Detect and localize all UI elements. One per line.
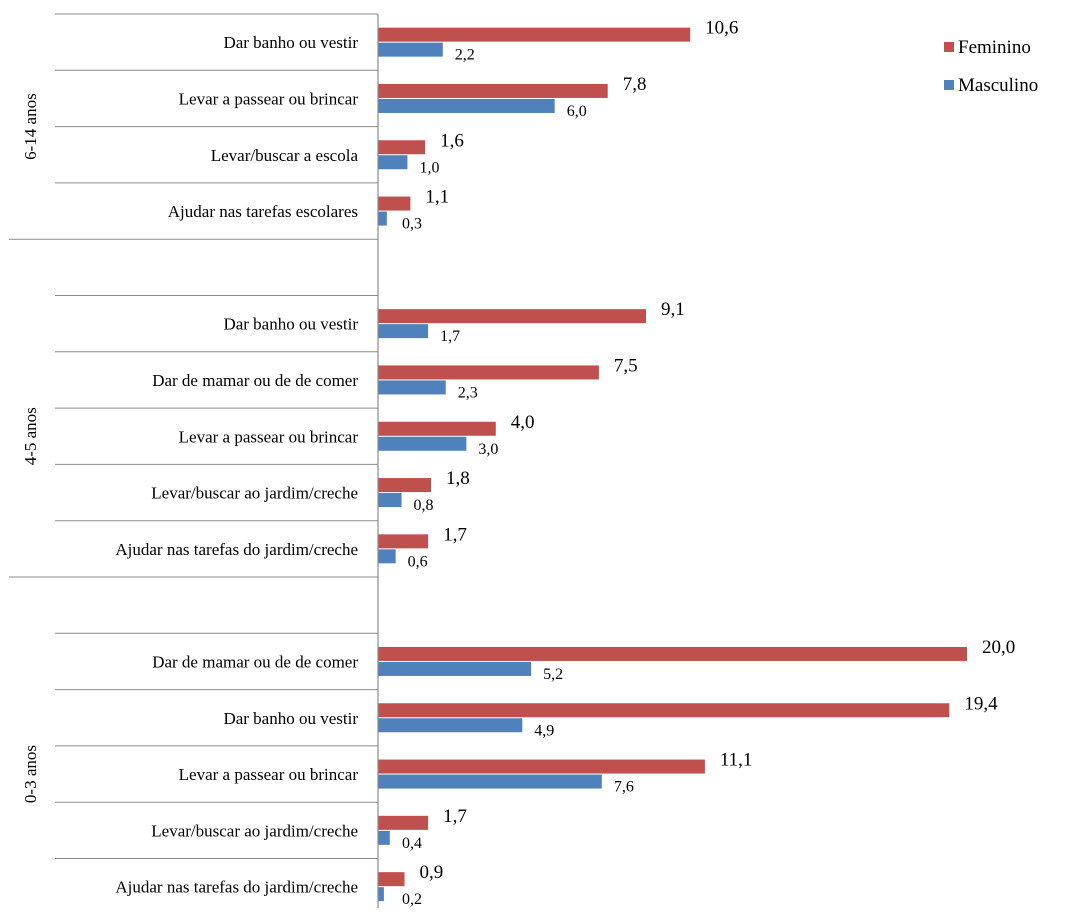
- data-label-masculino: 1,7: [440, 328, 460, 345]
- data-label-feminino: 4,0: [511, 412, 535, 433]
- group-label: 4-5 anos: [21, 407, 40, 465]
- data-label-masculino: 0,8: [414, 497, 434, 514]
- bar-feminino: [378, 534, 429, 549]
- data-label-masculino: 0,6: [408, 553, 428, 570]
- bar-feminino: [378, 815, 429, 830]
- data-label-feminino: 7,5: [614, 355, 638, 376]
- data-label-feminino: 1,8: [446, 468, 470, 489]
- bar-masculino: [378, 155, 408, 170]
- data-label-feminino: 9,1: [661, 299, 685, 320]
- data-label-feminino: 10,6: [705, 18, 738, 39]
- bar-feminino: [378, 196, 411, 211]
- data-label-masculino: 5,2: [543, 666, 563, 683]
- bar-masculino: [378, 718, 523, 733]
- legend-swatch-feminino: [944, 42, 954, 52]
- category-label: Ajudar nas tarefas escolares: [168, 202, 358, 221]
- bar-feminino: [378, 478, 432, 493]
- data-label-feminino: 1,7: [443, 524, 467, 545]
- data-label-feminino: 1,7: [443, 806, 467, 827]
- data-label-feminino: 7,8: [623, 74, 647, 95]
- bar-feminino: [378, 83, 608, 98]
- category-label: Dar banho ou vestir: [223, 315, 358, 334]
- data-label-feminino: 19,4: [964, 693, 998, 714]
- category-label: Levar/buscar ao jardim/creche: [151, 484, 358, 503]
- bar-masculino: [378, 42, 443, 57]
- data-label-masculino: 7,6: [614, 779, 634, 796]
- bar-masculino: [378, 830, 390, 845]
- data-label-feminino: 11,1: [720, 750, 753, 771]
- legend-label-masculino: Masculino: [958, 75, 1038, 96]
- category-label: Dar de mamar ou de de comer: [152, 652, 358, 671]
- data-label-masculino: 2,3: [458, 384, 478, 401]
- category-label: Ajudar nas tarefas do jardim/creche: [115, 878, 358, 897]
- legend-label-feminino: Feminino: [958, 37, 1031, 58]
- data-label-feminino: 1,6: [440, 130, 464, 151]
- bar-feminino: [378, 872, 405, 887]
- bar-masculino: [378, 549, 396, 564]
- data-label-masculino: 0,4: [402, 835, 422, 852]
- category-label: Levar a passear ou brincar: [179, 89, 359, 108]
- bar-feminino: [378, 309, 646, 324]
- bar-feminino: [378, 703, 950, 718]
- data-label-masculino: 3,0: [478, 441, 498, 458]
- data-label-feminino: 1,1: [425, 187, 449, 208]
- data-label-masculino: 4,9: [534, 722, 554, 739]
- bar-feminino: [378, 140, 426, 155]
- bar-masculino: [378, 324, 429, 339]
- group-label: 0-3 anos: [21, 745, 40, 803]
- bar-masculino: [378, 774, 602, 789]
- bar-masculino: [378, 98, 555, 113]
- category-label: Dar de mamar ou de de comer: [152, 371, 358, 390]
- bar-masculino: [378, 887, 384, 902]
- bar-masculino: [378, 380, 446, 395]
- data-label-masculino: 0,3: [402, 216, 422, 233]
- group-label: 6-14 anos: [21, 93, 40, 160]
- data-label-masculino: 2,2: [455, 47, 475, 64]
- category-label: Dar banho ou vestir: [223, 33, 358, 52]
- bar-masculino: [378, 493, 402, 508]
- category-label: Levar/buscar ao jardim/creche: [151, 821, 358, 840]
- data-label-feminino: 0,9: [420, 862, 444, 883]
- bar-feminino: [378, 646, 967, 661]
- category-label: Ajudar nas tarefas do jardim/creche: [115, 540, 358, 559]
- data-label-masculino: 6,0: [567, 103, 587, 120]
- bar-masculino: [378, 661, 532, 676]
- data-label-feminino: 20,0: [982, 637, 1015, 658]
- category-label: Levar a passear ou brincar: [179, 765, 359, 784]
- data-label-masculino: 1,0: [419, 159, 439, 176]
- bar-feminino: [378, 365, 599, 380]
- category-label: Levar/buscar a escola: [211, 146, 359, 165]
- bar-feminino: [378, 759, 705, 774]
- bar-masculino: [378, 211, 387, 226]
- bar-feminino: [378, 421, 496, 436]
- bar-feminino: [378, 27, 691, 42]
- legend-swatch-masculino: [944, 80, 954, 90]
- category-label: Dar banho ou vestir: [223, 709, 358, 728]
- category-label: Levar a passear ou brincar: [179, 427, 359, 446]
- data-label-masculino: 0,2: [402, 891, 422, 908]
- bar-masculino: [378, 436, 467, 451]
